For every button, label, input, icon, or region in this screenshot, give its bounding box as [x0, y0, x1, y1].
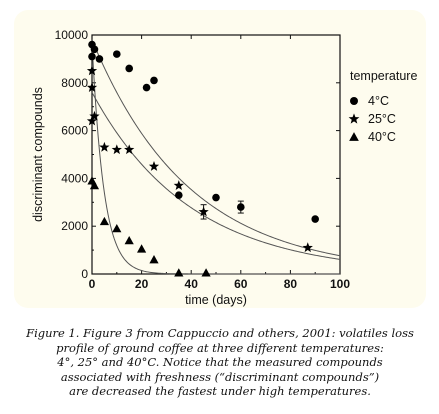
fit-curve: [91, 39, 341, 257]
star-data-point: [99, 141, 110, 152]
y-tick-label: 2000: [61, 219, 88, 233]
x-tick-label: 80: [284, 277, 298, 291]
circle-data-point: [88, 52, 96, 61]
star-data-point: [198, 206, 209, 217]
data-points: [86, 40, 320, 277]
triangle-data-point: [174, 268, 184, 277]
circle-data-point: [90, 45, 99, 54]
star-data-point: [86, 65, 98, 76]
y-tick-label: 0: [81, 267, 88, 281]
figure-caption: Figure 1. Figure 3 from Cappuccio and ot…: [20, 326, 420, 399]
legend-label: 4°C: [368, 94, 389, 108]
circle-data-point: [125, 64, 133, 73]
star-data-point: [89, 110, 100, 121]
x-axis-label: time (days): [185, 293, 247, 307]
triangle-data-point: [201, 268, 211, 277]
caption-line: Figure 1. Figure 3 from Cappuccio and ot…: [26, 326, 414, 340]
y-tick-label: 6000: [61, 124, 88, 138]
triangle-data-point: [99, 216, 109, 226]
caption-line: associated with freshness (“discriminant…: [60, 369, 380, 384]
circle-data-point: [95, 55, 104, 63]
legend-circle-marker: [350, 97, 358, 105]
star-data-point: [86, 82, 98, 92]
x-tick-label: 20: [135, 277, 149, 291]
legend-label: 25°C: [368, 112, 396, 126]
star-data-point: [124, 144, 135, 155]
caption-line: profile of ground coffee at three differ…: [56, 340, 384, 355]
fit-curve: [91, 42, 340, 275]
figure-panel: [14, 10, 426, 308]
y-tick-label: 4000: [61, 171, 88, 185]
caption-line: are decreased the fastest under high tem…: [69, 384, 371, 398]
circle-data-point: [212, 193, 220, 202]
circle-data-point: [175, 191, 183, 199]
legend-star-marker: [348, 113, 360, 124]
legend-title: temperature: [350, 69, 417, 83]
triangle-data-point: [124, 235, 134, 245]
caption-line: 4°, 25° and 40°C. Notice that the measur…: [57, 355, 383, 369]
star-data-point: [148, 161, 160, 171]
legend-triangle-marker: [349, 132, 359, 141]
legend-label: 40°C: [368, 130, 396, 144]
x-tick-label: 0: [89, 277, 96, 291]
circle-data-point: [237, 203, 245, 211]
triangle-data-point: [112, 223, 122, 233]
circle-data-point: [311, 215, 320, 223]
star-data-point: [86, 115, 98, 126]
circle-data-point: [142, 83, 151, 92]
circle-data-point: [113, 50, 121, 58]
y-tick-label: 10000: [55, 28, 89, 42]
triangle-data-point: [149, 255, 159, 264]
x-tick-label: 40: [185, 277, 199, 291]
chart-axes: 0 20 40 60 80 100 0 2000 4000 6000 8000 10000 time (…: [31, 28, 350, 307]
star-data-point: [302, 242, 313, 253]
y-tick-label: 8000: [61, 76, 88, 90]
triangle-data-point: [137, 244, 147, 253]
star-data-point: [111, 144, 122, 155]
x-tick-label: 60: [234, 277, 248, 291]
star-data-point: [173, 180, 184, 190]
legend: temperature 4°C 25°C 40°C: [348, 69, 417, 144]
fit-curves: [91, 39, 341, 275]
y-axis-label: discriminant compounds: [31, 87, 45, 222]
fit-curve: [91, 92, 341, 260]
circle-data-point: [150, 76, 158, 85]
x-tick-label: 100: [330, 277, 350, 291]
triangle-data-point: [89, 180, 100, 190]
